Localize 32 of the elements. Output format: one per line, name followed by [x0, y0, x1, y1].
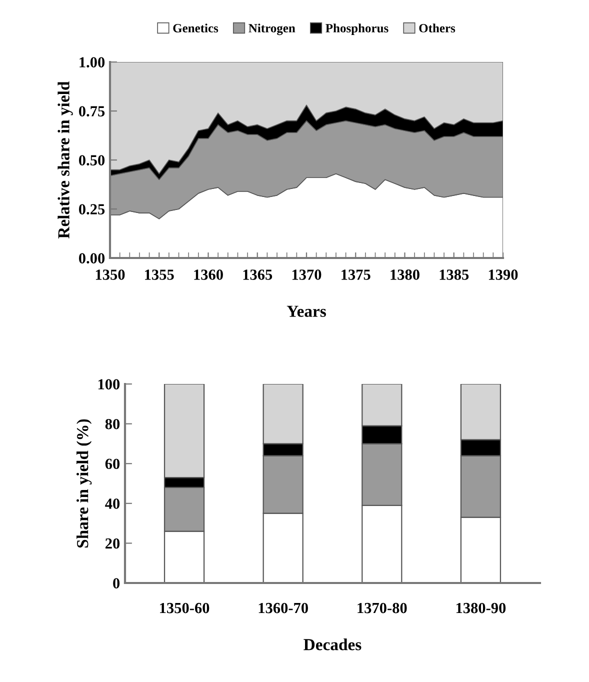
x-tick-label: 1385 [440, 270, 469, 280]
y-tick-label: 0 [113, 578, 120, 588]
x-tick-label: 1380 [390, 270, 420, 280]
legend-label: Others [419, 24, 456, 32]
x-tick-label: 1370 [292, 270, 322, 280]
x-tick-label: 1390 [488, 270, 518, 280]
y-tick-label: 60 [105, 458, 120, 470]
x-tick-label: 1370-80 [358, 602, 407, 614]
x-tick-label: 1355 [145, 270, 174, 280]
legend-label: Nitrogen [248, 24, 296, 36]
x-axis-title: Decades [304, 638, 362, 650]
y-tick-label: 100 [98, 379, 120, 390]
legend-label: Genetics [173, 24, 218, 32]
y-tick-label: 0.50 [78, 155, 105, 166]
y-tick-label: 0.75 [78, 106, 105, 117]
y-tick-label: 80 [105, 418, 120, 430]
y-tick-label: 20 [106, 538, 120, 549]
y-axis-title: Share in yield (%) [76, 419, 92, 548]
y-tick-label: 0.00 [78, 253, 105, 264]
x-tick-label: 1380-90 [456, 602, 506, 614]
x-tick-label: 1350 [96, 270, 125, 280]
x-tick-label: 1360 [194, 270, 223, 280]
y-axis-title: Relative share in yield [58, 81, 73, 238]
x-axis-title: Years [286, 306, 326, 317]
x-tick-label: 1365 [243, 270, 272, 280]
x-tick-label: 1375 [342, 270, 370, 280]
x-tick-label: 1360-70 [258, 602, 308, 614]
y-tick-label: 1.00 [80, 57, 105, 68]
legend-label: Phosphorus [326, 24, 388, 35]
y-tick-label: 0.25 [78, 204, 105, 215]
x-tick-label: 1350-60 [160, 602, 210, 614]
y-tick-label: 40 [105, 498, 120, 509]
